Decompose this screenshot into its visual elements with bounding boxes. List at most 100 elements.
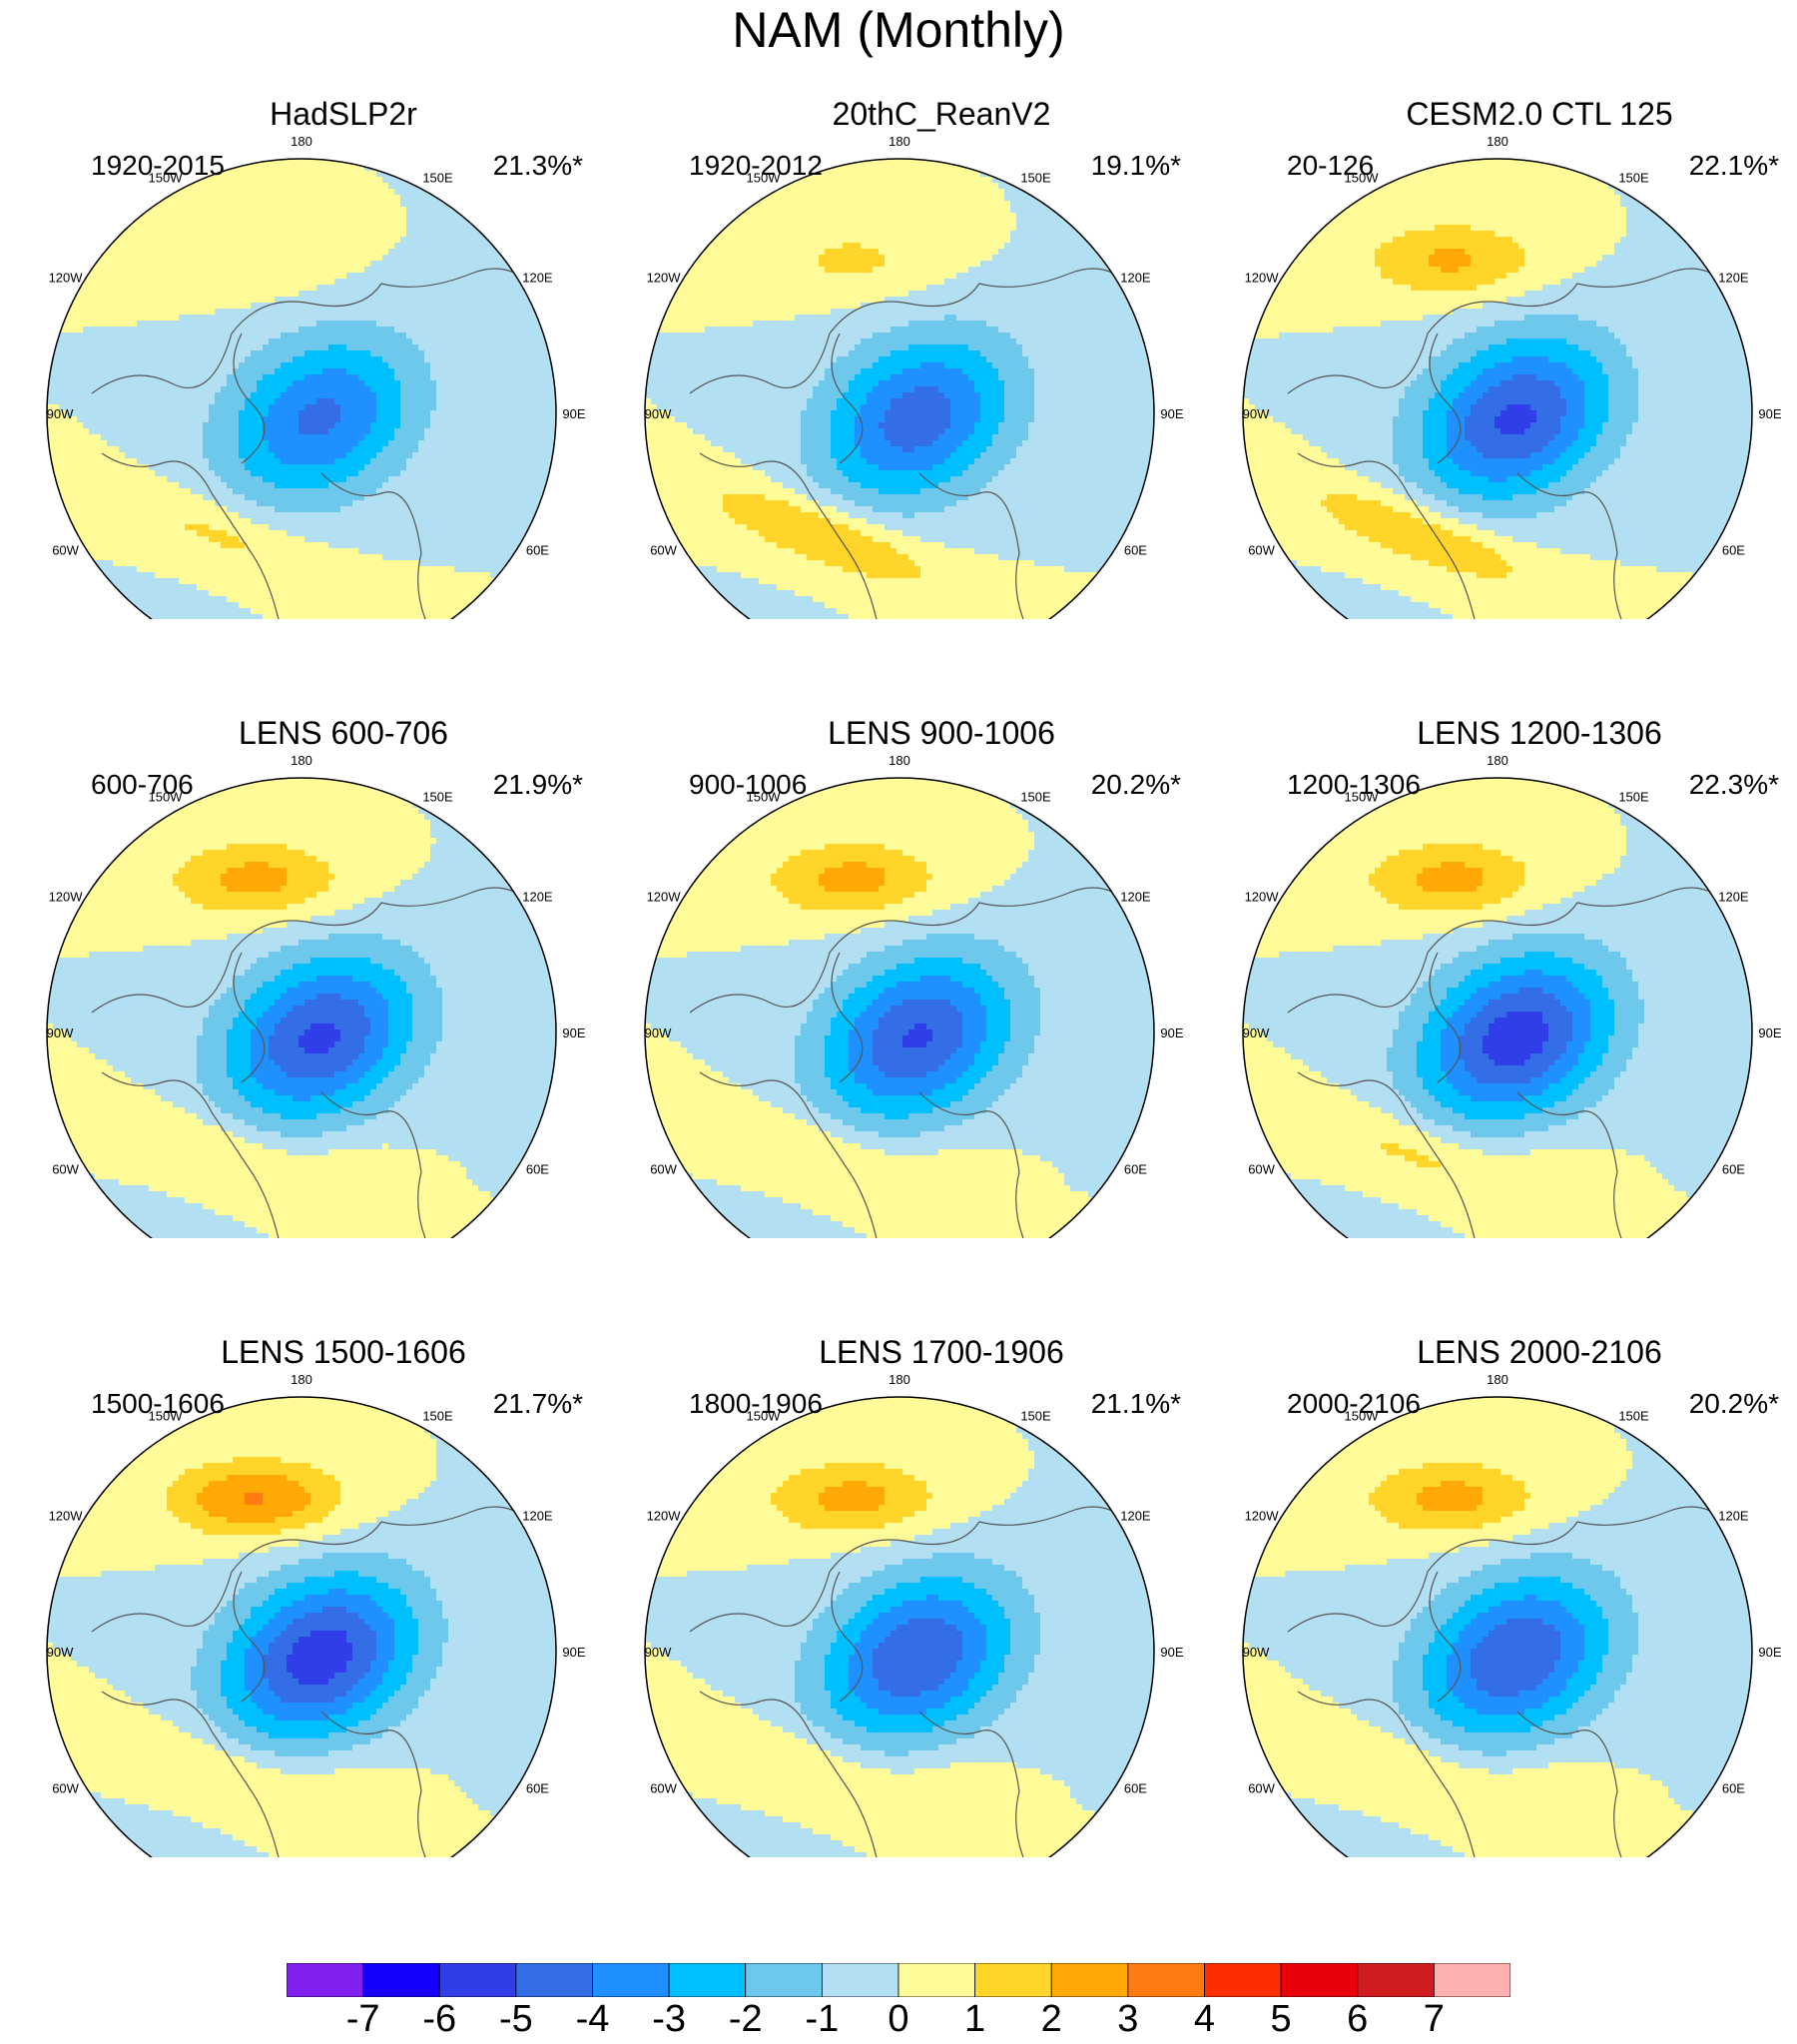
map-boundary [46, 158, 557, 619]
panel-period: 900-1006 [689, 769, 807, 801]
longitude-label: 90E [1160, 1645, 1183, 1660]
coastline [689, 887, 1150, 1238]
colorbar-segment [438, 1963, 517, 1997]
longitude-label: 180 [1487, 1372, 1508, 1387]
longitude-label: 60E [1722, 1781, 1745, 1796]
longitude-label: 90W [1243, 1645, 1270, 1660]
longitude-label: 120E [1718, 271, 1749, 286]
longitude-label: 120E [1120, 271, 1151, 286]
panel-title: HadSLP2r [44, 96, 643, 132]
colorbar-tick-label: -5 [499, 1999, 533, 2039]
colorbar-segment [1050, 1963, 1129, 1997]
longitude-label: 60E [1124, 1781, 1147, 1796]
longitude-label: 90W [47, 1645, 74, 1660]
longitude-label: 150W [1345, 1409, 1380, 1424]
panel-variance-percent: 19.1%* [1091, 150, 1181, 182]
colorbar-segment [821, 1963, 899, 1997]
longitude-label: 150E [1618, 171, 1649, 186]
colorbar [287, 1963, 1510, 1997]
longitude-label: 150W [747, 1409, 782, 1424]
longitude-label: 60W [52, 543, 79, 558]
colorbar-segment [1280, 1963, 1359, 1997]
colorbar-tick-label: -3 [652, 1999, 686, 2039]
longitude-label: 180 [1487, 753, 1508, 768]
colorbar-segment [592, 1963, 670, 1997]
longitude-label: 90E [562, 1025, 585, 1040]
map-panel: 180150E120E90E60E30E030W60W90W120W150W20… [642, 0, 1241, 619]
map-panel: 180150E120E90E60E30E030W60W90W120W150WLE… [642, 619, 1241, 1238]
longitude-label: 60W [1248, 543, 1275, 558]
contour-field [1243, 159, 1752, 619]
map-panel: 180150E120E90E60E30E030W60W90W120W150WHa… [44, 0, 643, 619]
map-boundary [46, 1396, 557, 1857]
map-boundary [1242, 1396, 1753, 1857]
longitude-label: 90E [1758, 406, 1781, 421]
colorbar-segment [515, 1963, 593, 1997]
longitude-label: 150W [149, 790, 184, 805]
longitude-label: 90W [1243, 406, 1270, 421]
longitude-label: 120E [522, 890, 553, 905]
longitude-label: 90W [645, 1025, 672, 1040]
colorbar-tick-label: 1 [964, 1999, 985, 2039]
polar-map: 180150E120E90E60E30E030W60W90W120W150W [46, 134, 586, 619]
longitude-label: 60E [1722, 1162, 1745, 1177]
longitude-label: 180 [889, 1372, 910, 1387]
colorbar-tick-label: 4 [1194, 1999, 1215, 2039]
coastline [689, 1506, 1150, 1857]
panel-variance-percent: 21.9%* [493, 769, 583, 801]
longitude-label: 120W [647, 890, 682, 905]
colorbar-segment [1357, 1963, 1435, 1997]
longitude-label: 150W [747, 171, 782, 186]
panel-period: 1200-1306 [1287, 769, 1421, 801]
map-boundary [1242, 158, 1753, 619]
longitude-label: 180 [889, 134, 910, 149]
figure-title: NAM (Monthly) [0, 0, 1797, 60]
longitude-label: 120W [49, 1509, 84, 1524]
longitude-label: 180 [1487, 134, 1508, 149]
longitude-label: 120W [1245, 1509, 1280, 1524]
longitude-label: 90W [47, 1025, 74, 1040]
longitude-label: 150W [747, 790, 782, 805]
panel-variance-percent: 21.3%* [493, 150, 583, 182]
panel-title: LENS 2000-2106 [1240, 1334, 1797, 1370]
panel-variance-percent: 20.2%* [1091, 769, 1181, 801]
longitude-label: 90E [562, 406, 585, 421]
map-boundary [644, 158, 1155, 619]
longitude-label: 60W [650, 1781, 677, 1796]
colorbar-tick-label: 7 [1424, 1999, 1445, 2039]
longitude-label: 90W [1243, 1025, 1270, 1040]
longitude-label: 120W [647, 271, 682, 286]
colorbar-segment [898, 1963, 976, 1997]
coastline [91, 1506, 552, 1857]
panel-variance-percent: 20.2%* [1689, 1388, 1779, 1420]
coastline [91, 268, 552, 619]
colorbar-segment [745, 1963, 823, 1997]
longitude-label: 180 [889, 753, 910, 768]
longitude-label: 150W [1345, 790, 1380, 805]
colorbar-segment [668, 1963, 747, 1997]
longitude-label: 60W [650, 1162, 677, 1177]
panel-variance-percent: 21.1%* [1091, 1388, 1181, 1420]
panel-variance-percent: 21.7%* [493, 1388, 583, 1420]
colorbar-tick-label: -4 [576, 1999, 610, 2039]
longitude-label: 120E [522, 1509, 553, 1524]
longitude-label: 150W [1345, 171, 1380, 186]
colorbar-tick-label: -2 [729, 1999, 763, 2039]
polar-map: 180150E120E90E60E30E030W60W90W120W150W [644, 1372, 1184, 1857]
longitude-label: 60E [526, 543, 549, 558]
polar-map: 180150E120E90E60E30E030W60W90W120W150W [46, 753, 586, 1238]
contour-field [645, 778, 1154, 1238]
longitude-label: 120W [647, 1509, 682, 1524]
longitude-label: 90E [1160, 406, 1183, 421]
coastline [1287, 268, 1748, 619]
longitude-label: 60E [1722, 543, 1745, 558]
longitude-label: 60W [1248, 1162, 1275, 1177]
map-panel: 180150E120E90E60E30E030W60W90W120W150WLE… [44, 1238, 643, 1857]
polar-map: 180150E120E90E60E30E030W60W90W120W150W [1242, 753, 1782, 1238]
colorbar-segment [1127, 1963, 1205, 1997]
colorbar-tick-label: 0 [888, 1999, 908, 2039]
panel-title: LENS 1700-1906 [642, 1334, 1241, 1370]
contour-field [47, 1397, 556, 1857]
contour-field [645, 1397, 1154, 1857]
longitude-label: 60W [52, 1781, 79, 1796]
